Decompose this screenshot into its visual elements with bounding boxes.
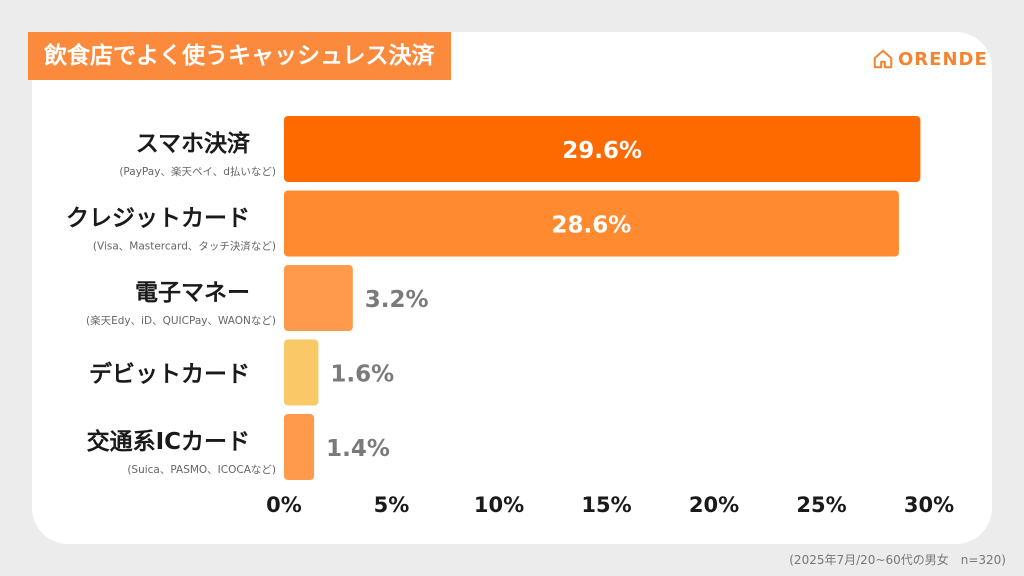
x-tick-label-5: 25% — [796, 493, 846, 517]
category-label-0: スマホ決済 — [136, 130, 251, 157]
x-tick-label-0: 0% — [266, 493, 302, 517]
x-tick-label-6: 30% — [904, 493, 954, 517]
bar-4 — [284, 414, 315, 480]
brand-logo: ORENDE — [872, 44, 988, 74]
logo-text: ORENDE — [898, 48, 988, 70]
category-label-1: クレジットカード — [66, 206, 250, 232]
value-label-0: 29.6% — [562, 138, 642, 164]
category-label-2: 電子マネー — [135, 280, 250, 306]
bar-2 — [284, 265, 353, 331]
category-sublabel-0: (PayPay、楽天ペイ、d払いなど) — [119, 165, 276, 178]
x-tick-label-3: 15% — [581, 493, 631, 517]
bar-3 — [284, 339, 319, 406]
category-sublabel-4: (Suica、PASMO、ICOCAなど) — [127, 464, 276, 476]
footnote: (2025年7月/20~60代の男女 n=320) — [789, 553, 1006, 567]
house-icon — [873, 49, 893, 69]
value-label-1: 28.6% — [552, 213, 632, 239]
chart-title: 飲食店でよく使うキャッシュレス決済 — [28, 32, 451, 80]
category-label-4: 交通系ICカード — [87, 428, 250, 455]
category-label-3: デビットカード — [89, 361, 250, 388]
value-label-3: 1.6% — [330, 362, 394, 388]
x-tick-label-1: 5% — [374, 493, 410, 517]
value-label-2: 3.2% — [365, 287, 429, 313]
value-label-4: 1.4% — [326, 436, 390, 462]
bar-1 — [284, 190, 899, 257]
category-sublabel-2: (楽天Edy、iD、QUICPay、WAONなど) — [86, 314, 276, 327]
category-sublabel-1: (Visa、Mastercard、タッチ決済など) — [93, 240, 276, 253]
x-tick-label-4: 20% — [689, 493, 739, 517]
bar-0 — [284, 116, 921, 182]
x-tick-label-2: 10% — [474, 493, 524, 517]
